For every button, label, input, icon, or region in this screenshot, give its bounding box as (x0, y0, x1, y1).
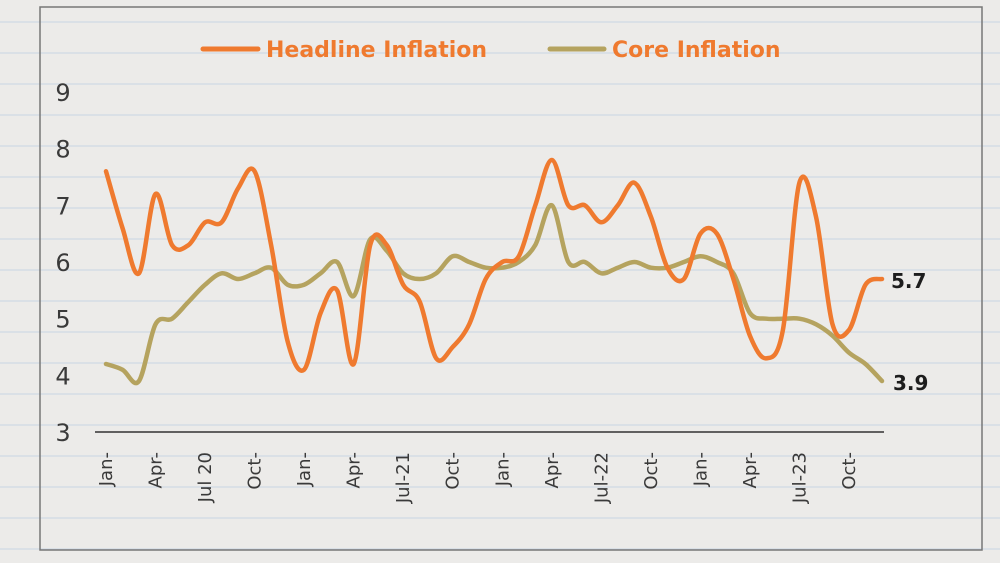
y-axis-ticks: 9 8 7 6 5 4 3 (55, 79, 70, 447)
y-tick-label: 8 (55, 136, 70, 164)
x-tick-label: Apr- (740, 452, 761, 488)
series-line-headline-inflation (103, 157, 885, 373)
y-tick-label: 9 (55, 79, 70, 107)
legend: Headline Inflation Core Inflation (200, 38, 781, 63)
x-tick-label: Jan- (492, 452, 513, 487)
y-tick-label: 3 (55, 419, 70, 447)
x-tick-label: Oct- (443, 452, 464, 490)
headline-end-label: 5.7 (891, 269, 926, 293)
x-tick-label: Jul-23 (789, 452, 810, 504)
x-tick-label: Oct- (245, 452, 266, 490)
x-tick-label: Jul 20 (195, 452, 216, 503)
y-tick-label: 7 (55, 192, 70, 220)
core-end-label: 3.9 (893, 371, 928, 395)
x-tick-label: Apr- (344, 452, 365, 488)
x-tick-label: Jan- (690, 452, 711, 487)
y-tick-label: 6 (55, 249, 70, 277)
x-tick-label: Apr- (146, 452, 167, 488)
legend-label-headline: Headline Inflation (266, 38, 487, 63)
x-tick-label: Jul-21 (393, 452, 414, 504)
chart-frame (39, 6, 983, 551)
x-tick-label: Jan- (96, 452, 117, 487)
y-tick-label: 4 (55, 362, 70, 390)
x-tick-label: Oct- (839, 452, 860, 490)
x-tick-label: Jan- (294, 452, 315, 487)
series-group (103, 157, 885, 386)
y-tick-label: 5 (55, 306, 70, 334)
x-tick-label: Jul-22 (591, 452, 612, 504)
x-axis-ticks: Jan- Apr- Jul 20 Oct- Jan- Apr- Jul-21 Oct- Jan-… (96, 452, 860, 504)
x-tick-label: Oct- (641, 452, 662, 490)
legend-label-core: Core Inflation (612, 38, 781, 63)
x-tick-label: Apr- (542, 452, 563, 488)
